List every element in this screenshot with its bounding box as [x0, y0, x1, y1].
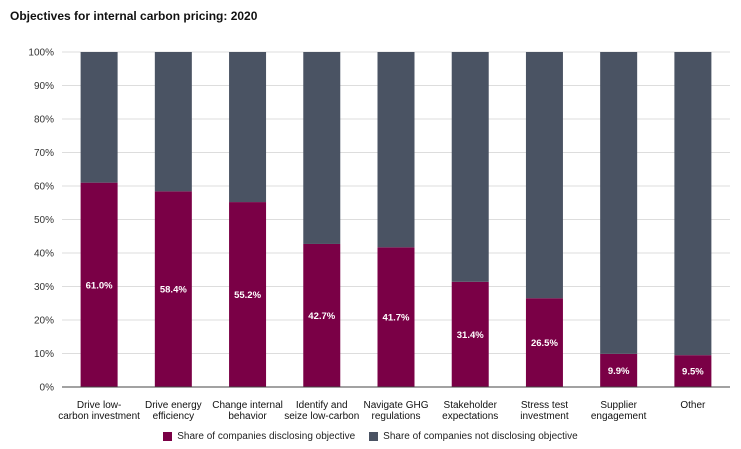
y-tick-label: 60%	[34, 182, 54, 193]
x-category-label: efficiency	[153, 411, 195, 422]
bar-not-disclosing	[377, 52, 415, 248]
y-tick-label: 40%	[34, 249, 54, 260]
y-tick-label: 70%	[34, 148, 54, 159]
x-category-label: regulations	[372, 411, 421, 422]
bar-not-disclosing	[525, 52, 563, 299]
y-tick-label: 30%	[34, 282, 54, 293]
legend-swatch-not-disclosing	[369, 432, 379, 441]
data-label: 9.5%	[682, 367, 704, 378]
y-tick-label: 10%	[34, 349, 54, 360]
bar-disclosing	[600, 353, 638, 387]
bar-not-disclosing	[674, 52, 712, 356]
bar-not-disclosing	[80, 52, 118, 183]
x-category-label: Stakeholder	[444, 400, 498, 411]
y-tick-label: 80%	[34, 115, 54, 126]
bar-disclosing	[229, 202, 267, 387]
x-category-label: Stress test	[521, 400, 568, 411]
x-category-label: carbon investment	[58, 411, 140, 422]
bar-not-disclosing	[229, 52, 267, 203]
bar-not-disclosing	[451, 52, 489, 282]
bar-disclosing	[303, 243, 341, 387]
x-category-label: Identify and	[296, 400, 348, 411]
data-label: 9.9%	[608, 366, 630, 377]
legend: Share of companies disclosing objective …	[0, 431, 741, 442]
legend-label-disclosing: Share of companies disclosing objective	[177, 431, 356, 442]
data-label: 61.0%	[86, 280, 113, 291]
bar-disclosing	[377, 247, 415, 387]
y-tick-label: 20%	[34, 316, 54, 327]
legend-item-not-disclosing: Share of companies not disclosing object…	[369, 431, 578, 442]
bar-not-disclosing	[154, 52, 192, 192]
x-category-label: Other	[680, 400, 706, 411]
bar-not-disclosing	[303, 52, 341, 244]
x-category-label: Drive low-	[77, 400, 121, 411]
x-category-label: Supplier	[600, 400, 637, 411]
bar-disclosing	[525, 298, 563, 387]
legend-swatch-disclosing	[163, 432, 173, 441]
x-category-label: expectations	[442, 411, 498, 422]
bar-disclosing	[451, 281, 489, 387]
data-label: 55.2%	[234, 290, 261, 301]
x-category-label: investment	[520, 411, 569, 422]
y-tick-label: 90%	[34, 81, 54, 92]
x-category-label: engagement	[591, 411, 647, 422]
bar-disclosing	[154, 191, 192, 387]
x-category-label: Navigate GHG	[363, 400, 428, 411]
bar-disclosing	[674, 355, 712, 387]
data-label: 31.4%	[457, 330, 484, 341]
legend-label-not-disclosing: Share of companies not disclosing object…	[383, 431, 578, 442]
y-tick-label: 50%	[34, 215, 54, 226]
bar-disclosing	[80, 182, 118, 387]
data-label: 58.4%	[160, 285, 187, 296]
legend-item-disclosing: Share of companies disclosing objective	[163, 431, 355, 442]
x-category-label: Drive energy	[145, 400, 202, 411]
y-tick-label: 0%	[40, 383, 55, 394]
bar-not-disclosing	[600, 52, 638, 354]
chart-title: Objectives for internal carbon pricing: …	[10, 9, 258, 23]
data-label: 41.7%	[383, 313, 410, 324]
x-category-label: behavior	[228, 411, 267, 422]
x-category-label: seize low-carbon	[284, 411, 359, 422]
data-label: 42.7%	[308, 311, 335, 322]
y-tick-label: 100%	[28, 48, 54, 59]
data-label: 26.5%	[531, 338, 558, 349]
x-category-label: Change internal	[212, 400, 283, 411]
